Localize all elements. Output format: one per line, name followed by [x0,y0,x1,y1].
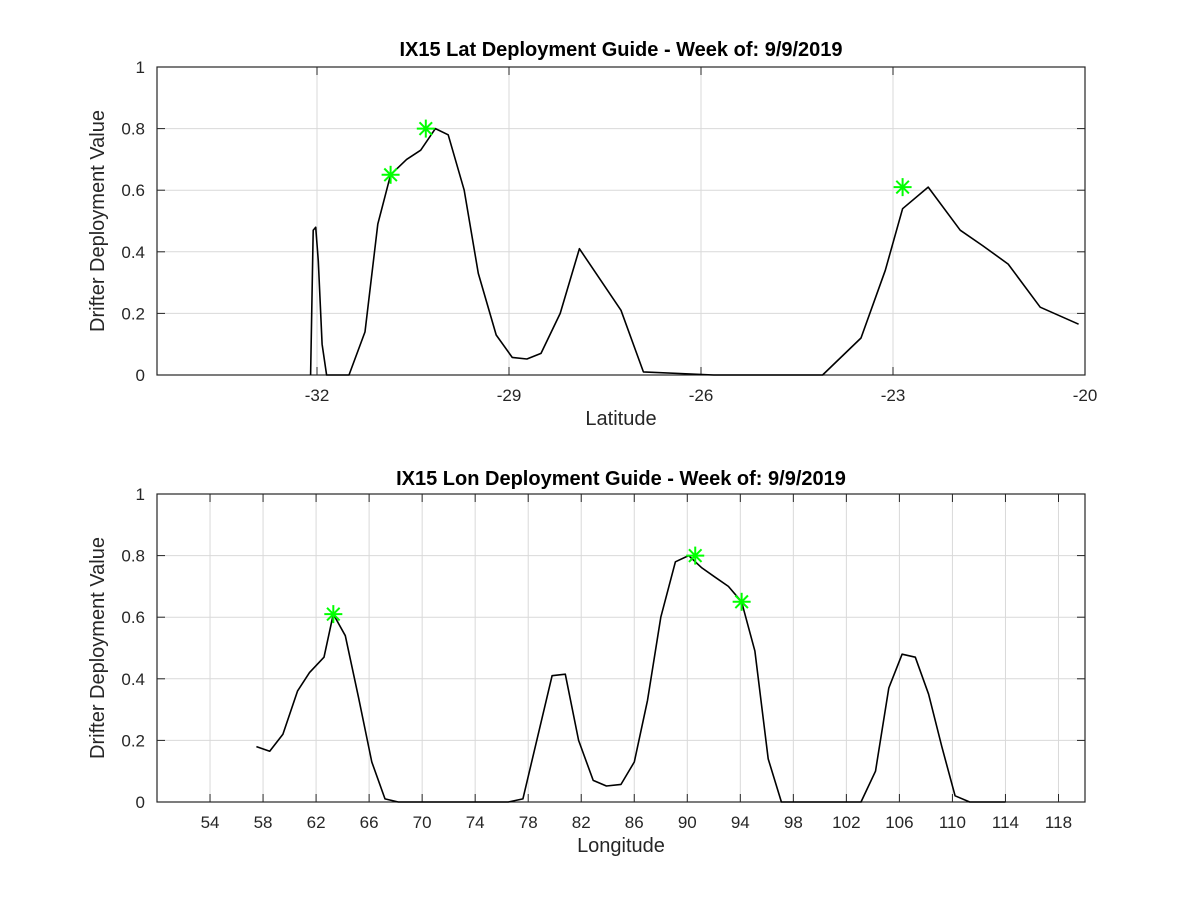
longitude-x-axis-label: Longitude [577,835,665,857]
longitude-x-tick-label: 54 [201,813,220,832]
latitude-x-tick-label: -23 [881,386,906,405]
latitude-axes-frame [156,66,1086,376]
latitude-star-marker-stroke [418,121,433,136]
latitude-x-tick-label: -29 [497,386,522,405]
longitude-x-tick-label: 94 [731,813,750,832]
latitude-x-tick-label: -26 [689,386,714,405]
latitude-star-marker [893,178,912,197]
latitude-chart-title: IX15 Lat Deployment Guide - Week of: 9/9… [399,39,842,61]
longitude-star-marker-stroke [734,594,749,609]
latitude-y-tick-label: 0 [136,366,145,385]
latitude-grid [157,66,1086,376]
latitude-y-axis-label: Drifter Deployment Value [87,110,109,332]
longitude-x-tick-label: 90 [678,813,697,832]
longitude-x-tick-label: 106 [885,813,913,832]
longitude-x-tick-label: 102 [832,813,860,832]
latitude-star-marker [416,119,435,138]
longitude-x-tick-label: 58 [254,813,273,832]
longitude-star-marker-stroke [326,607,341,622]
longitude-star-marker [324,605,343,624]
latitude-y-tick-label: 0.8 [121,120,145,139]
latitude-y-tick-label: 1 [136,58,145,77]
latitude-y-tick-label: 0.6 [121,181,145,200]
longitude-y-tick-label: 0.8 [121,547,145,566]
latitude-x-tick-label: -20 [1073,386,1098,405]
longitude-y-tick-label: 0.2 [121,731,145,750]
longitude-x-tick-label: 98 [784,813,803,832]
latitude-star-marker [381,165,400,184]
longitude-axes-frame [156,493,1086,803]
longitude-y-tick-label: 0 [136,793,145,812]
longitude-x-tick-label: 82 [572,813,591,832]
latitude-x-tick-label: -32 [305,386,330,405]
latitude-y-tick-label: 0.2 [121,304,145,323]
longitude-grid [157,493,1085,803]
longitude-x-tick-label: 70 [413,813,432,832]
longitude-y-tick-label: 0.4 [121,670,145,689]
longitude-star-marker-stroke [688,548,703,563]
latitude-star-marker-stroke [383,167,398,182]
latitude-markers [381,119,912,197]
longitude-x-tick-label: 78 [519,813,538,832]
longitude-y-axis-label: Drifter Deployment Value [87,537,109,759]
longitude-chart-title: IX15 Lon Deployment Guide - Week of: 9/9… [396,468,846,490]
latitude-x-axis-label: Latitude [585,408,656,430]
longitude-markers [324,546,751,624]
longitude-star-marker [732,592,751,611]
longitude-y-tick-label: 1 [136,485,145,504]
longitude-y-tick-label: 0.6 [121,608,145,627]
longitude-x-tick-label: 118 [1045,813,1072,832]
longitude-x-tick-label: 66 [360,813,379,832]
longitude-x-tick-label: 114 [992,813,1019,832]
latitude-star-marker-stroke [895,180,910,195]
longitude-x-tick-label: 110 [939,813,966,832]
longitude-chart-panel: 54 58 62 66 70 74 78 82 86 90 94 98 102 106 110 114 118 0… [87,468,1086,857]
latitude-series-line [309,127,1079,376]
latitude-ticks: -32 -29 -26 -23 -20 0 0.2 0.4 0.6 0.8 1 [121,58,1097,405]
longitude-ticks: 54 58 62 66 70 74 78 82 86 90 94 98 102 106 110 114 118 0… [121,485,1085,832]
longitude-series-line [256,554,1006,803]
latitude-chart-panel: -32 -29 -26 -23 -20 0 0.2 0.4 0.6 0.8 1 IX15 Lat D… [87,39,1097,430]
longitude-x-tick-label: 74 [466,813,485,832]
latitude-y-tick-label: 0.4 [121,243,145,262]
longitude-x-tick-label: 62 [307,813,326,832]
longitude-star-marker [686,546,705,565]
longitude-x-tick-label: 86 [625,813,644,832]
